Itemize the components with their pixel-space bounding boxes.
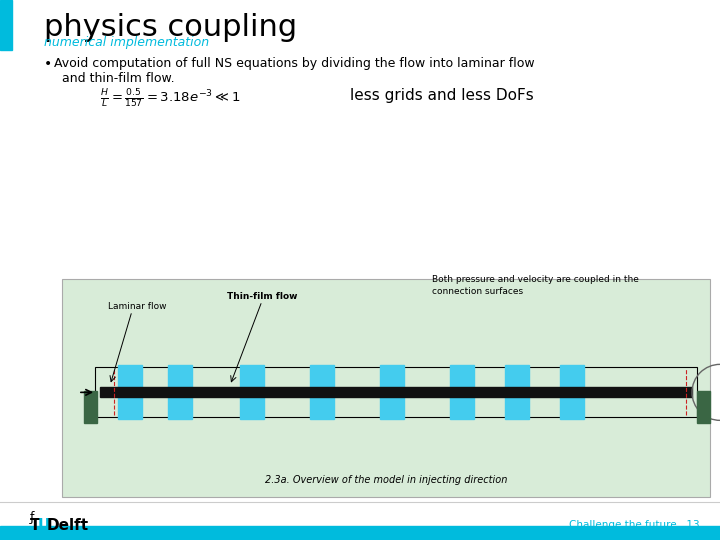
Bar [168,397,192,420]
Bar [560,366,584,387]
Text: ƒ: ƒ [30,511,35,524]
Bar [0,526,720,540]
Bar [240,397,264,420]
Bar [697,392,710,423]
Text: •: • [44,57,53,71]
Bar [450,366,474,387]
Bar [450,397,474,420]
Text: T: T [30,517,40,532]
Bar [168,366,192,387]
Bar [505,366,529,387]
Bar [118,397,142,420]
Text: physics coupling: physics coupling [44,13,297,42]
Bar [310,366,334,387]
Text: Laminar flow: Laminar flow [108,302,166,311]
Bar [62,279,710,497]
Text: numerical implementation: numerical implementation [44,36,209,49]
Bar [95,367,697,417]
Bar [100,387,692,397]
Text: $\frac{H}{L} = \frac{0.5}{157} = 3.18e^{-3} \ll 1$: $\frac{H}{L} = \frac{0.5}{157} = 3.18e^{… [100,88,240,110]
Bar [84,392,97,423]
Bar [380,366,404,387]
Text: 2.3a. Overview of the model in injecting direction: 2.3a. Overview of the model in injecting… [265,475,507,485]
Bar [380,397,404,420]
Text: Challenge the future   13: Challenge the future 13 [570,520,700,530]
Bar [505,397,529,420]
Bar [118,366,142,387]
Text: Thin-film flow: Thin-film flow [227,292,297,301]
Bar [310,397,334,420]
Text: Avoid computation of full NS equations by dividing the flow into laminar flow: Avoid computation of full NS equations b… [54,57,535,70]
Bar [560,397,584,420]
Text: Both pressure and velocity are coupled in the
connection surfaces: Both pressure and velocity are coupled i… [432,274,639,296]
Text: and thin-film flow.: and thin-film flow. [62,72,175,85]
Text: less grids and less DoFs: less grids and less DoFs [350,88,534,103]
Bar [0,0,12,50]
Text: Delft: Delft [47,517,89,532]
Text: U: U [38,517,50,532]
Bar [240,366,264,387]
